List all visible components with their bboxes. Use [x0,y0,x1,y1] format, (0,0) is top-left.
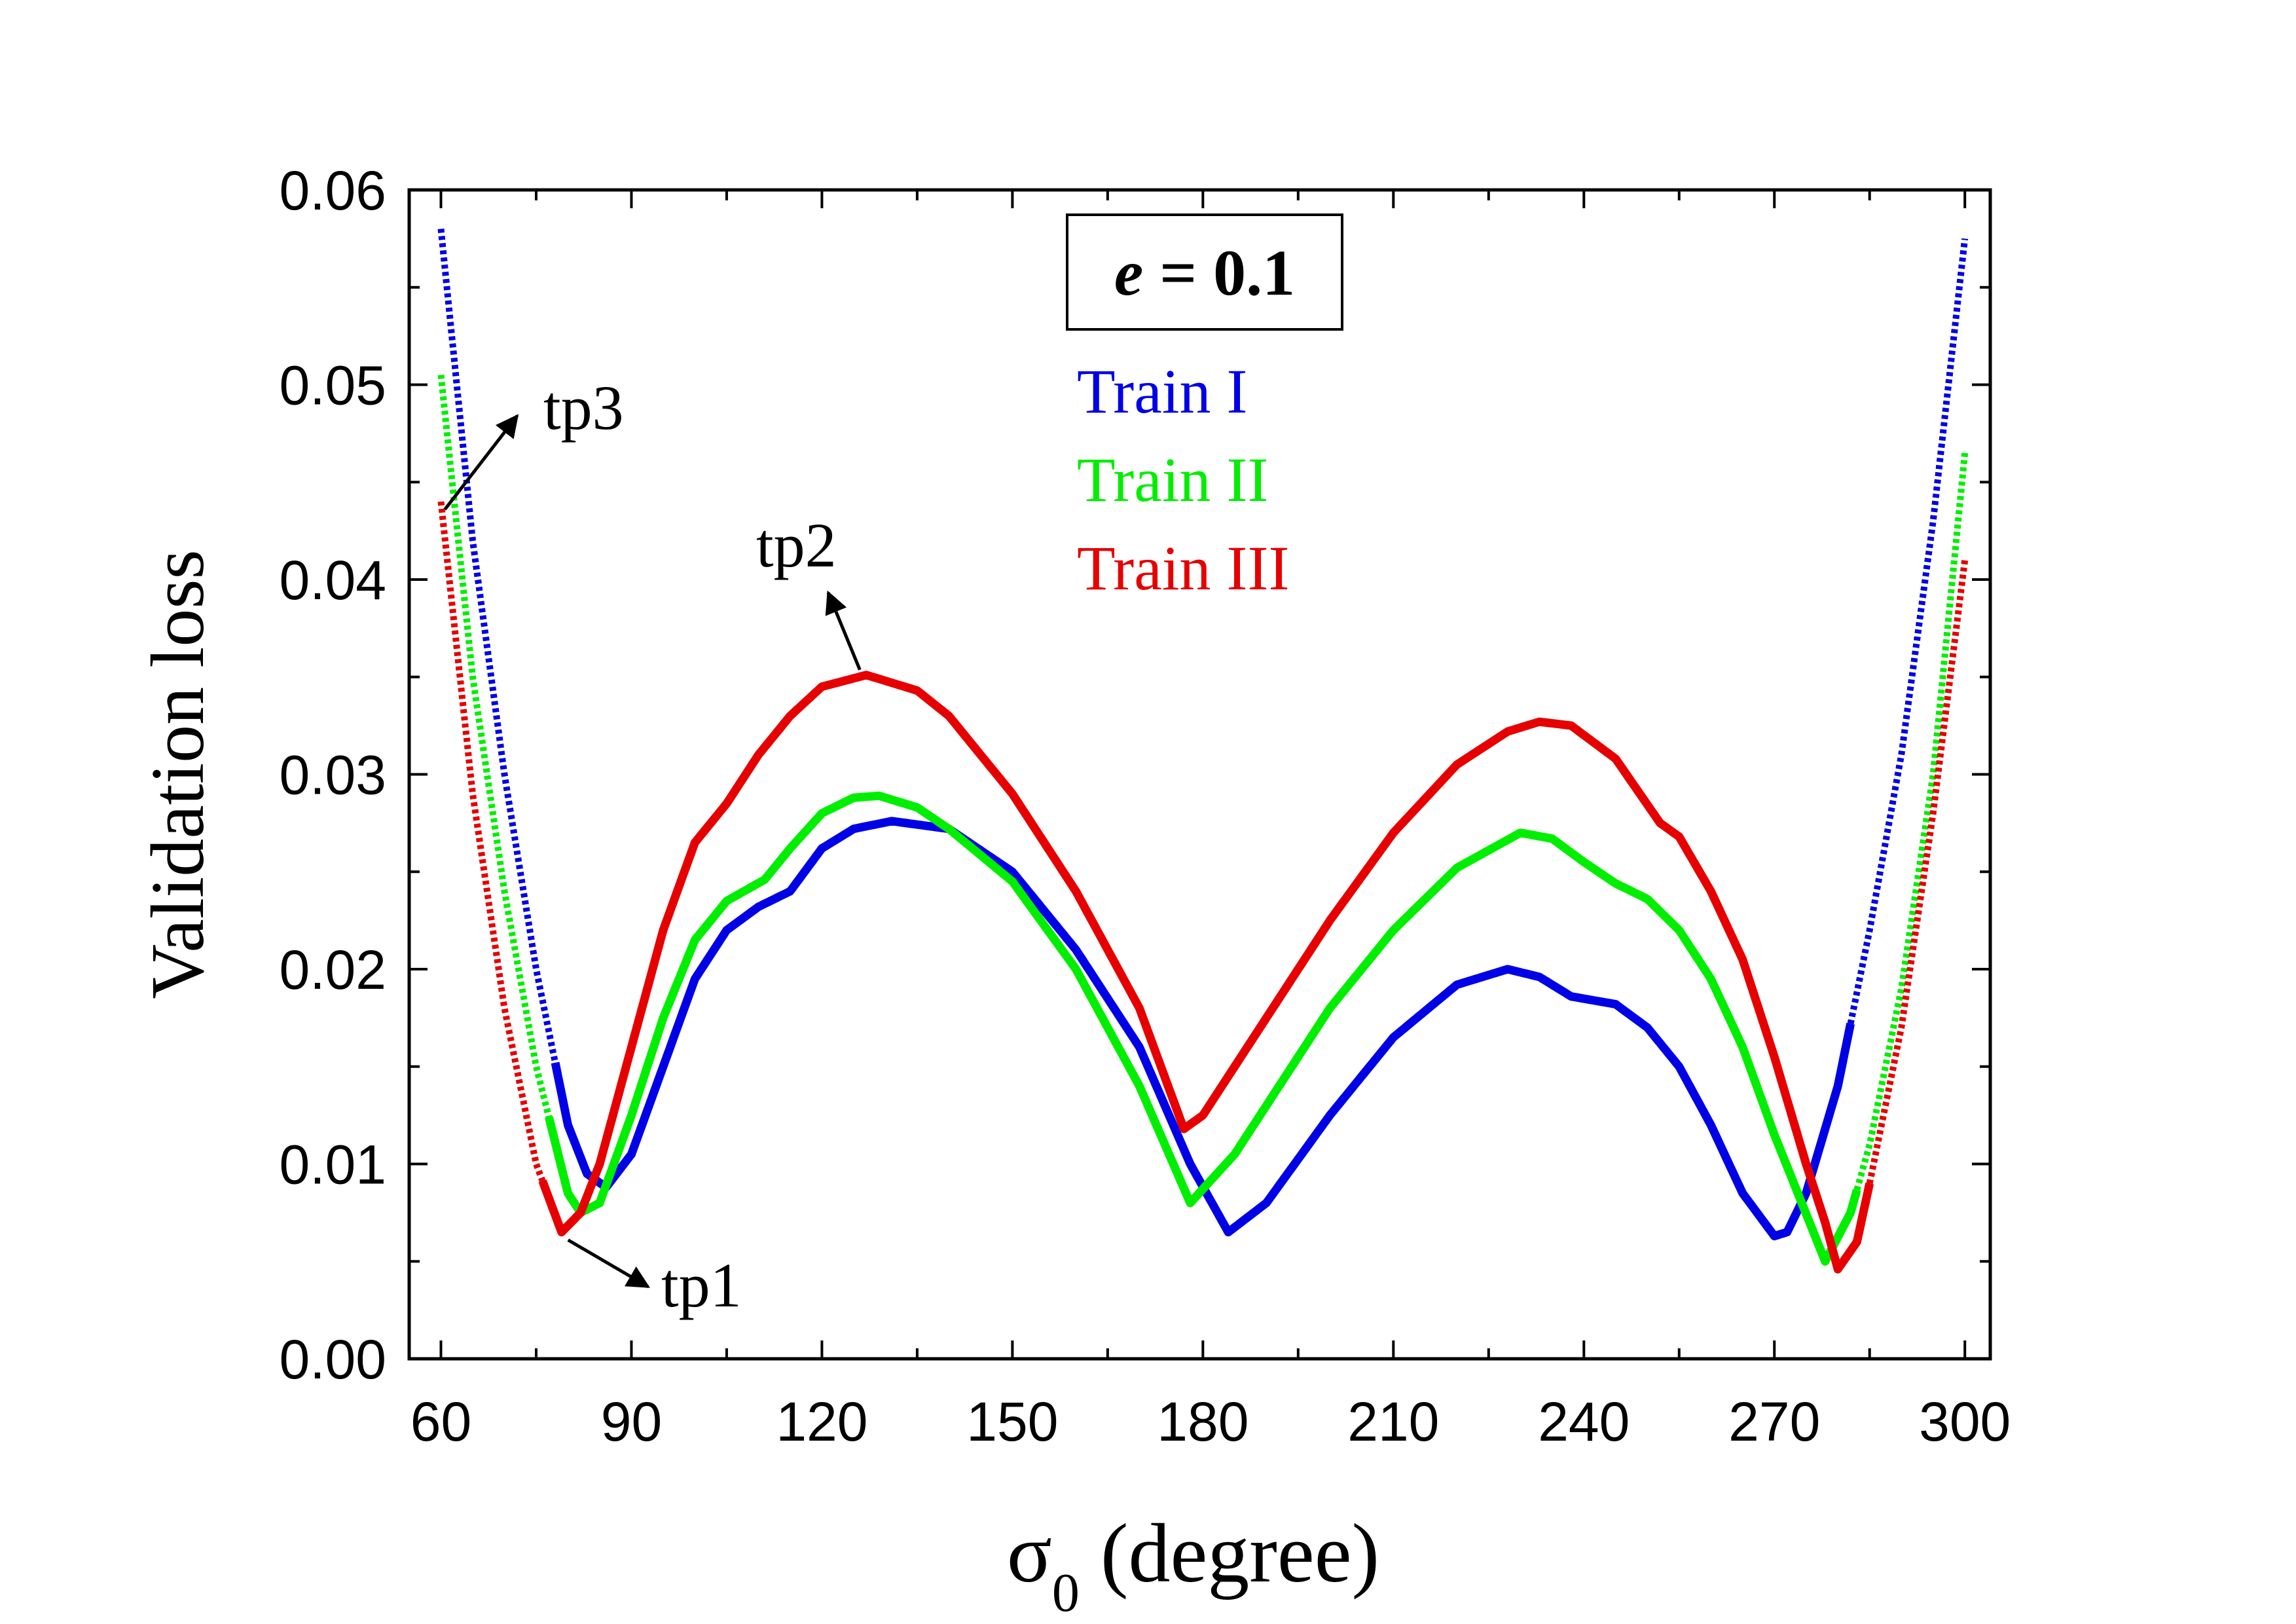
legend-entry: Train I [1077,356,1247,426]
y-tick-label: 0.00 [280,1329,387,1390]
x-tick-label: 180 [1157,1391,1248,1452]
x-axis-title: σ0 (degree) [1007,1507,1379,1623]
tick-layer [409,189,1990,1360]
x-axis-symbol: σ [1007,1507,1052,1600]
x-tick-label: 210 [1347,1391,1439,1452]
series-layer [437,228,1969,1274]
y-tick-labels: 0.00 0.01 0.02 0.03 0.04 0.05 0.06 [280,160,387,1390]
annotation-variable: e [1114,236,1143,309]
y-tick-label: 0.05 [280,355,387,416]
x-tick-label: 270 [1728,1391,1820,1452]
x-tick-labels: 60 90 120 150 180 210 240 270 300 [410,1391,2011,1452]
legend: Train I Train II Train III [1077,356,1289,603]
series-dotted-segment [437,228,558,1063]
series-dotted-segment [1853,452,1969,1191]
y-tick-label: 0.01 [280,1134,387,1196]
x-tick-label: 60 [410,1391,471,1452]
x-tick-label: 120 [776,1391,867,1452]
series-line [437,501,1969,1274]
series-dotted-segment [1866,559,1969,1185]
x-tick-label: 90 [601,1391,662,1452]
annotation-arrow [567,1238,651,1289]
turning-point-annotations: tp1 tp2 tp3 [443,373,862,1320]
x-tick-label: 300 [1919,1391,2011,1452]
annotation-arrow [825,590,862,671]
series-solid-segment [545,791,1861,1266]
legend-entry: Train III [1077,533,1289,603]
annotation-arrow [443,414,519,511]
x-axis-subscript: 0 [1052,1562,1080,1623]
series-dotted-segment [437,375,553,1118]
annotation-text: e = 0.1 [1114,236,1295,309]
x-tick-label: 150 [966,1391,1058,1452]
x-axis-unit: (degree) [1080,1507,1379,1600]
annotation-label: tp3 [543,373,624,443]
y-tick-label: 0.03 [280,745,387,806]
annotation-box [1066,213,1343,331]
y-axis-title: Validation loss [136,549,220,999]
annotation-value: = 0.1 [1143,236,1295,309]
y-tick-label: 0.04 [280,549,387,611]
series-line [437,375,1969,1266]
series-dotted-segment [437,501,546,1183]
series-solid-segment [538,671,1874,1274]
x-tick-label: 240 [1538,1391,1630,1452]
annotation-label: tp2 [756,510,837,580]
y-tick-label: 0.06 [280,160,387,221]
legend-entry: Train II [1077,445,1268,515]
annotation-label: tp1 [661,1250,742,1320]
y-tick-label: 0.02 [280,939,387,1001]
series-dotted-segment [1847,238,1969,1025]
